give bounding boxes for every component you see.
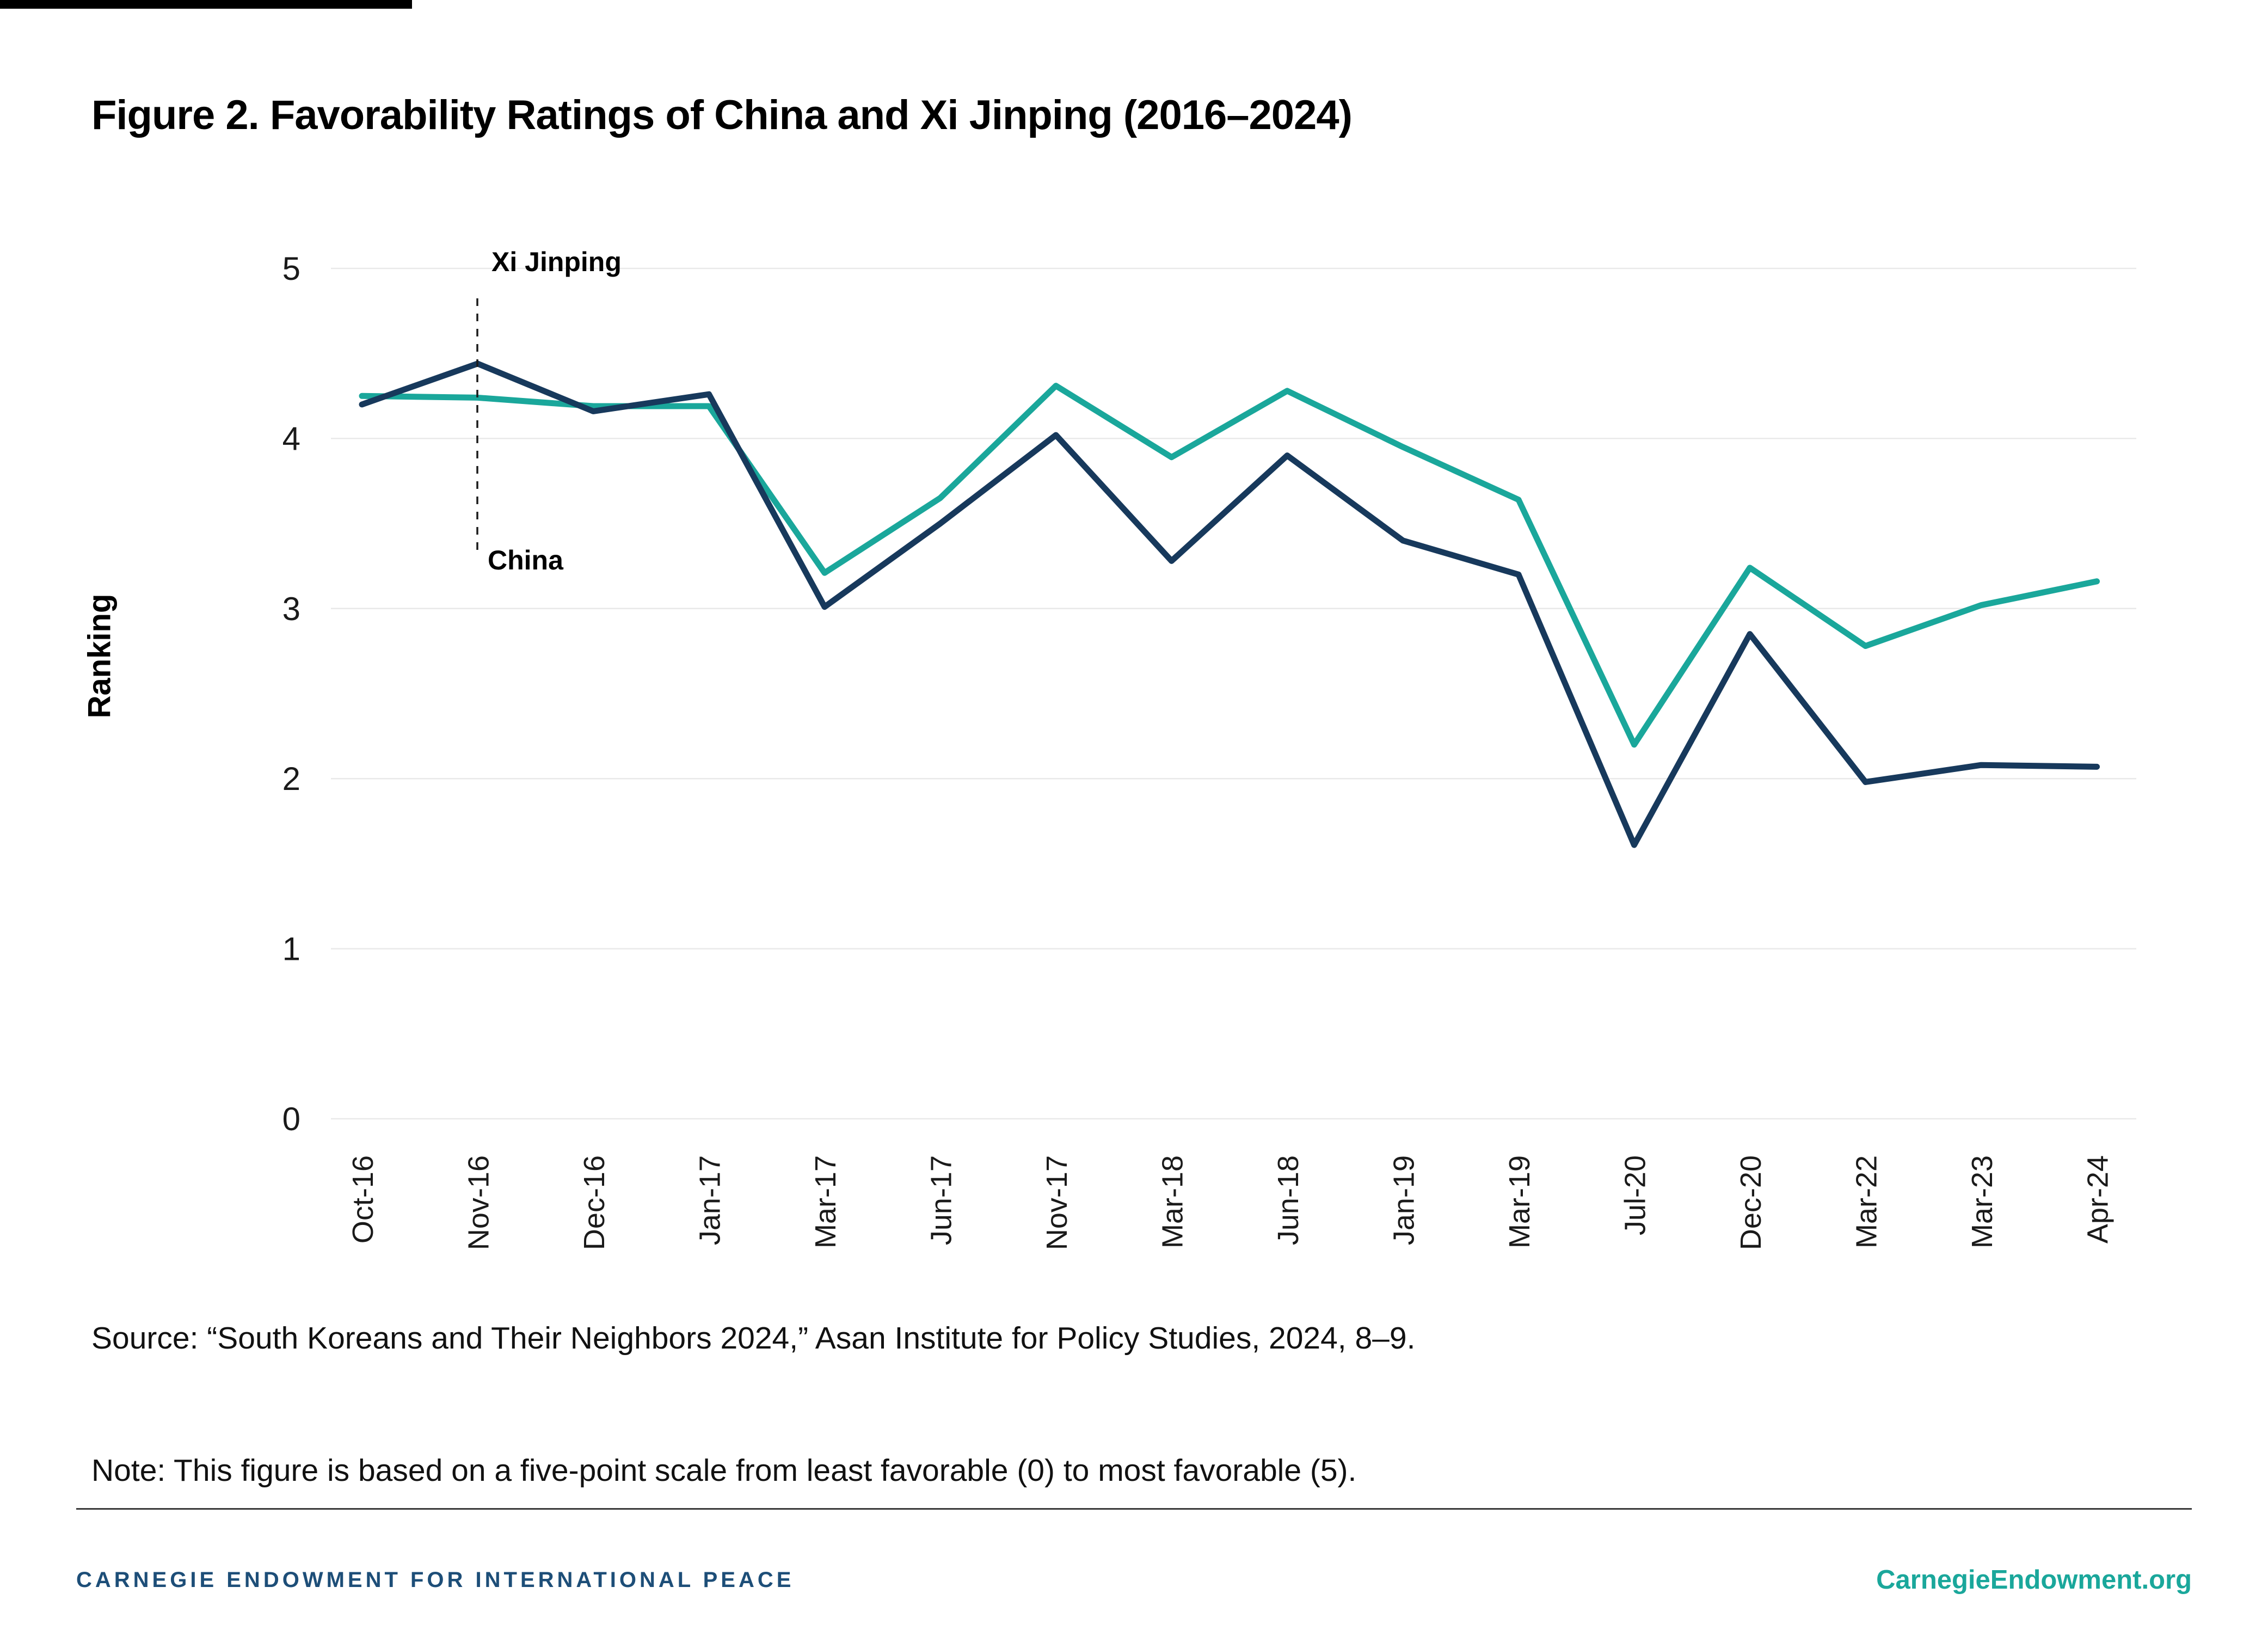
y-tick-label-5: 5 [282, 250, 300, 287]
source-citation: Source: “South Koreans and Their Neighbo… [91, 1321, 1416, 1356]
x-tick-label-Jan-19: Jan-19 [1388, 1155, 1421, 1245]
x-tick-label-Oct-16: Oct-16 [347, 1155, 379, 1243]
x-tick-label-Nov-17: Nov-17 [1041, 1155, 1073, 1250]
xi-jinping-series-label: Xi Jinping [491, 247, 622, 277]
y-tick-label-1: 1 [282, 931, 300, 967]
figure-note: Note: This figure is based on a five-poi… [91, 1453, 1357, 1488]
china-series-label: China [488, 545, 563, 575]
page-title: Figure 2. Favorability Ratings of China … [91, 92, 1353, 138]
x-tick-label-Mar-18: Mar-18 [1157, 1155, 1189, 1248]
x-tick-label-Mar-19: Mar-19 [1503, 1155, 1536, 1248]
x-tick-label-Nov-16: Nov-16 [463, 1155, 495, 1250]
gridlines [331, 267, 2136, 1120]
y-axis-title: Ranking [82, 593, 118, 719]
y-tick-label-2: 2 [282, 761, 300, 797]
footer-website-link[interactable]: CarnegieEndowment.org [1876, 1565, 2192, 1595]
x-tick-label-Mar-22: Mar-22 [1851, 1155, 1883, 1248]
series-line-xi-jinping [359, 360, 2100, 848]
x-tick-label-Mar-23: Mar-23 [1966, 1155, 1999, 1248]
x-tick-label-Jun-17: Jun-17 [925, 1155, 958, 1245]
y-tick-label-3: 3 [282, 591, 300, 627]
y-axis-tick-labels: 0 1 2 3 4 5 [282, 250, 300, 1137]
y-tick-label-4: 4 [282, 420, 300, 457]
x-axis-tick-labels: Oct-16 Nov-16 Dec-16 Jan-17 Mar-17 Jun-17 Nov-… [347, 1155, 2115, 1250]
series-line-china [359, 383, 2100, 748]
x-tick-label-Dec-20: Dec-20 [1735, 1155, 1767, 1250]
top-crop-bar [0, 0, 412, 9]
x-tick-label-Mar-17: Mar-17 [809, 1155, 842, 1248]
footer-divider [76, 1508, 2192, 1510]
x-tick-label-Jul-20: Jul-20 [1619, 1155, 1652, 1235]
x-tick-label-Jun-18: Jun-18 [1272, 1155, 1305, 1245]
x-tick-label-Dec-16: Dec-16 [578, 1155, 611, 1250]
x-tick-label-Jan-17: Jan-17 [694, 1155, 727, 1245]
footer-organization: CARNEGIE ENDOWMENT FOR INTERNATIONAL PEA… [76, 1568, 795, 1592]
series-lines [359, 360, 2100, 848]
x-tick-label-Apr-24: Apr-24 [2082, 1155, 2115, 1243]
y-tick-label-0: 0 [282, 1101, 300, 1137]
